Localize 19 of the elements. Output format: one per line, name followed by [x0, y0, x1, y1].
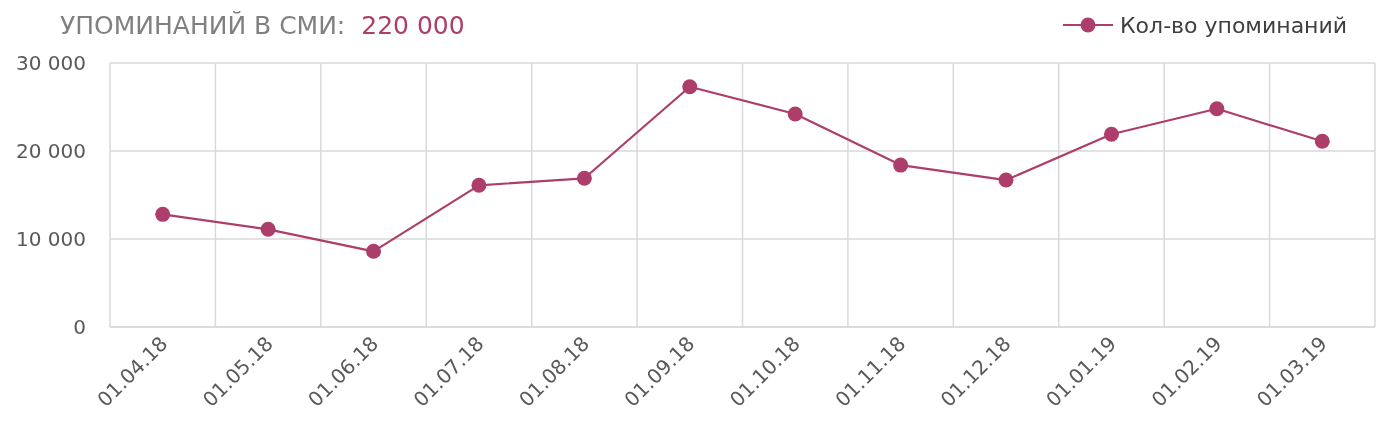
- y-tick-label: 0: [73, 315, 86, 339]
- point: [471, 177, 487, 193]
- point: [682, 79, 698, 95]
- point: [787, 106, 803, 122]
- point: [1103, 126, 1119, 142]
- point: [1209, 101, 1225, 117]
- point: [1314, 133, 1330, 149]
- y-tick-label: 10 000: [16, 227, 86, 251]
- y-tick-label: 30 000: [16, 51, 86, 75]
- point: [260, 221, 276, 237]
- chart-title: УПОМИНАНИЙ В СМИ:: [60, 11, 346, 40]
- chart-subtitle: 220 000: [361, 11, 465, 40]
- point: [893, 157, 909, 173]
- point: [576, 170, 592, 186]
- y-tick-label: 20 000: [16, 139, 86, 163]
- point: [366, 243, 382, 259]
- legend-label: Кол-во упоминаний: [1120, 12, 1348, 38]
- point: [155, 206, 171, 222]
- point: [998, 172, 1014, 188]
